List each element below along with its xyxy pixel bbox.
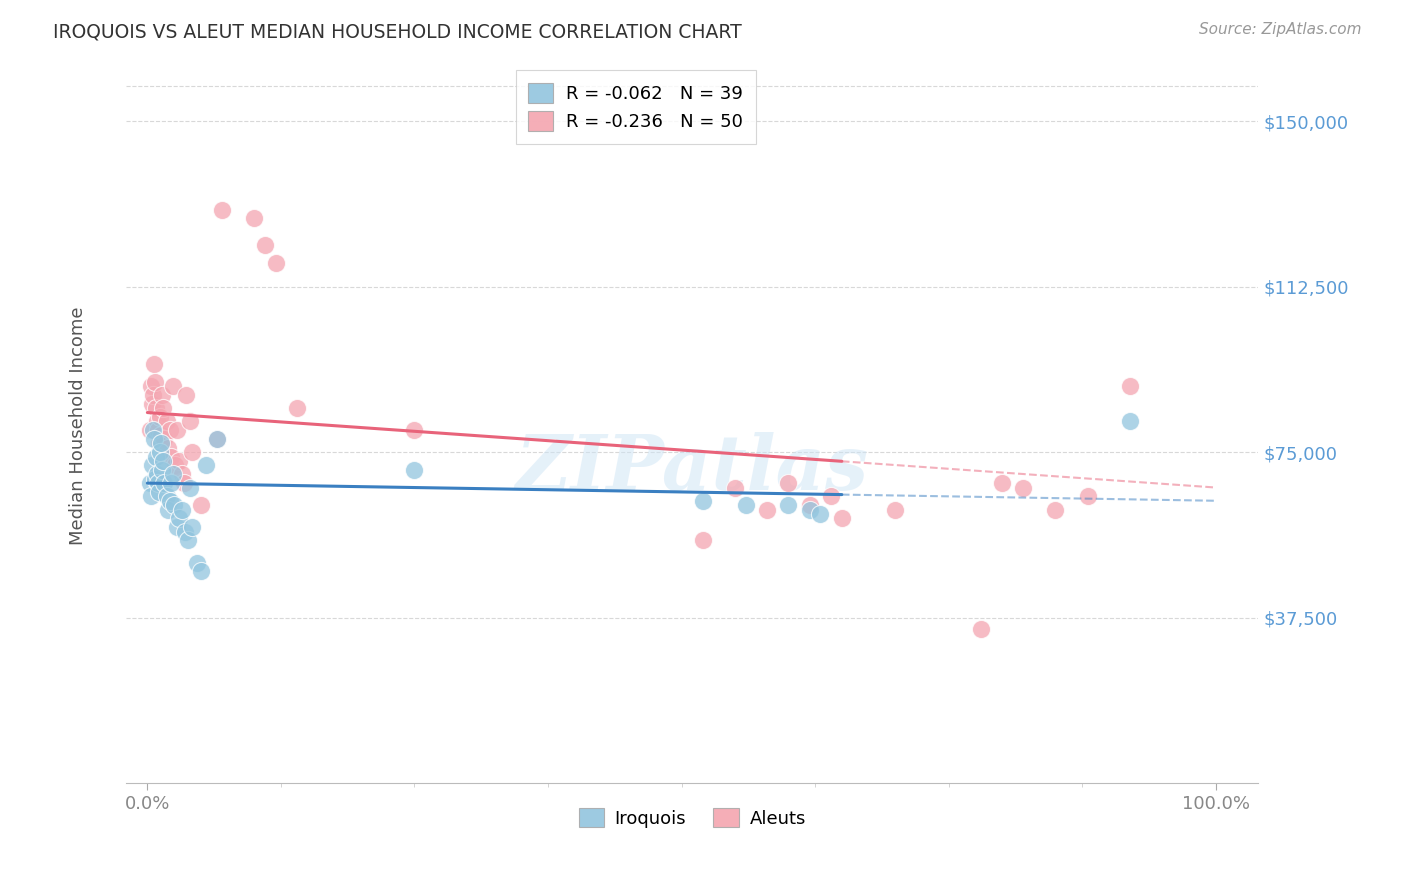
Point xyxy=(166,520,188,534)
Point xyxy=(155,414,177,428)
Point xyxy=(190,565,212,579)
Point xyxy=(143,375,166,389)
Point xyxy=(820,489,842,503)
Point xyxy=(177,533,200,548)
Point xyxy=(159,423,181,437)
Point xyxy=(169,511,191,525)
Point xyxy=(692,533,714,548)
Point xyxy=(153,432,176,446)
Point xyxy=(1076,489,1098,503)
Point xyxy=(169,454,191,468)
Point xyxy=(162,467,184,482)
Point xyxy=(150,427,173,442)
Point xyxy=(142,423,165,437)
Point xyxy=(734,498,756,512)
Point xyxy=(831,511,853,525)
Point xyxy=(170,467,193,482)
Point xyxy=(1119,379,1142,393)
Point xyxy=(160,476,183,491)
Point xyxy=(141,458,163,473)
Point xyxy=(756,502,779,516)
Point xyxy=(142,357,165,371)
Text: ZIPatlas: ZIPatlas xyxy=(516,432,869,506)
Point xyxy=(159,493,181,508)
Point xyxy=(156,441,179,455)
Point xyxy=(150,463,173,477)
Point xyxy=(173,476,195,491)
Point xyxy=(139,489,162,503)
Point xyxy=(264,255,287,269)
Point xyxy=(142,432,165,446)
Point xyxy=(153,476,176,491)
Point xyxy=(181,520,204,534)
Point xyxy=(146,467,169,482)
Point xyxy=(149,445,172,459)
Point xyxy=(799,498,821,512)
Point xyxy=(149,409,172,424)
Point xyxy=(166,423,188,437)
Point xyxy=(138,423,160,437)
Point xyxy=(810,507,832,521)
Point xyxy=(145,450,167,464)
Point xyxy=(991,476,1014,491)
Point xyxy=(179,481,201,495)
Point xyxy=(163,498,186,512)
Point xyxy=(156,502,179,516)
Point xyxy=(243,211,266,226)
Point xyxy=(143,472,166,486)
Point xyxy=(186,556,208,570)
Point xyxy=(195,458,218,473)
Point xyxy=(404,423,426,437)
Point xyxy=(1119,414,1142,428)
Point xyxy=(799,502,821,516)
Point xyxy=(970,622,993,636)
Point xyxy=(778,476,800,491)
Point xyxy=(211,202,233,217)
Point xyxy=(160,450,183,464)
Point xyxy=(181,445,204,459)
Point xyxy=(146,423,169,437)
Point xyxy=(253,238,276,252)
Point xyxy=(884,502,907,516)
Point xyxy=(205,432,228,446)
Point xyxy=(162,379,184,393)
Point xyxy=(155,489,177,503)
Point xyxy=(190,498,212,512)
Point xyxy=(148,485,170,500)
Point xyxy=(1012,481,1035,495)
Text: IROQUOIS VS ALEUT MEDIAN HOUSEHOLD INCOME CORRELATION CHART: IROQUOIS VS ALEUT MEDIAN HOUSEHOLD INCOM… xyxy=(53,22,742,41)
Point xyxy=(152,401,174,416)
Point xyxy=(404,463,426,477)
Point xyxy=(1045,502,1067,516)
Point xyxy=(139,379,162,393)
Point xyxy=(724,481,747,495)
Legend: Iroquois, Aleuts: Iroquois, Aleuts xyxy=(571,800,813,835)
Point xyxy=(174,388,197,402)
Point xyxy=(173,524,195,539)
Point xyxy=(138,476,160,491)
Point xyxy=(692,493,714,508)
Point xyxy=(146,414,169,428)
Point xyxy=(142,388,165,402)
Point xyxy=(165,458,187,473)
Text: Median Household Income: Median Household Income xyxy=(69,307,87,545)
Point xyxy=(148,436,170,450)
Point xyxy=(152,454,174,468)
Point xyxy=(141,397,163,411)
Point xyxy=(170,502,193,516)
Text: Source: ZipAtlas.com: Source: ZipAtlas.com xyxy=(1198,22,1361,37)
Point xyxy=(778,498,800,512)
Point xyxy=(146,476,169,491)
Point xyxy=(285,401,308,416)
Point xyxy=(150,436,173,450)
Point xyxy=(150,388,173,402)
Point xyxy=(145,401,167,416)
Point xyxy=(205,432,228,446)
Point xyxy=(179,414,201,428)
